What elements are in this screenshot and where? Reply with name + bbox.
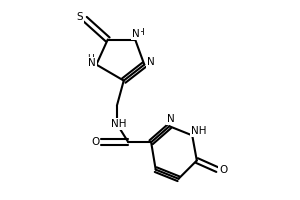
Text: N: N [132, 29, 140, 39]
Text: NH: NH [111, 119, 127, 129]
Text: H: H [137, 28, 144, 37]
Text: O: O [219, 165, 227, 175]
Text: N: N [147, 57, 155, 67]
Text: NH: NH [191, 126, 207, 136]
Text: H: H [87, 54, 94, 63]
Text: N: N [167, 114, 174, 124]
Text: S: S [76, 12, 83, 22]
Text: N: N [88, 58, 96, 68]
Text: O: O [91, 137, 99, 147]
